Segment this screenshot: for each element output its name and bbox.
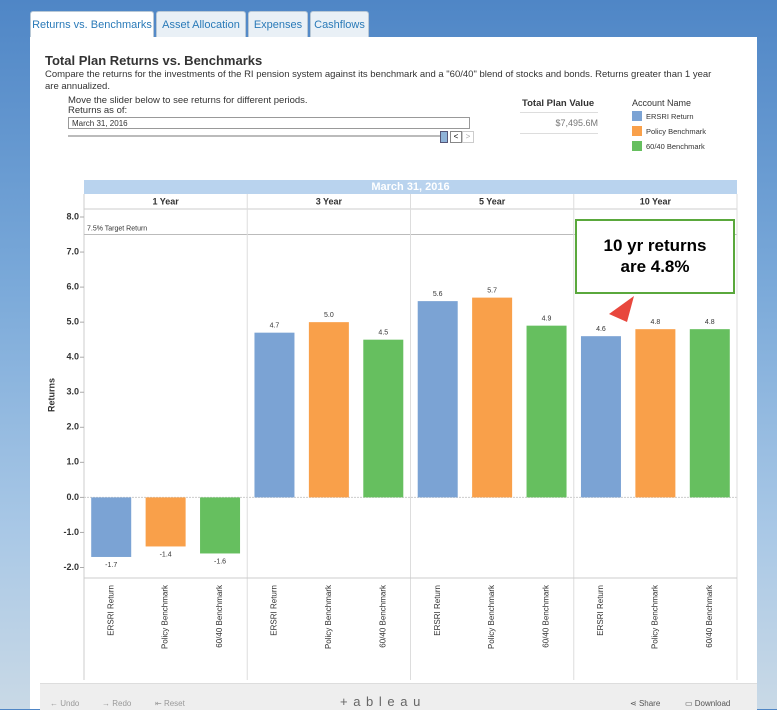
x-tick-label: Policy Benchmark [324, 584, 333, 649]
y-tick-label: 1.0 [66, 457, 79, 467]
reference-label: 7.5% Target Return [87, 225, 147, 232]
x-tick-label: ERSRI Return [596, 585, 605, 636]
x-tick-label: ERSRI Return [106, 585, 115, 636]
prev-button[interactable]: < [450, 131, 462, 143]
y-tick-label: 4.0 [66, 352, 79, 362]
y-tick-label: 2.0 [66, 422, 79, 432]
y-tick-label: 7.0 [66, 246, 79, 256]
value-label: 5.6 [433, 291, 443, 298]
value-label: 4.5 [378, 330, 388, 337]
value-label: -1.7 [105, 562, 117, 569]
y-tick-label: 6.0 [66, 281, 79, 291]
supertitle: March 31, 2016 [371, 181, 449, 193]
bar [635, 329, 676, 498]
title: Total Plan Returns vs. Benchmarks [45, 53, 263, 68]
value-label: 5.7 [487, 287, 497, 294]
brand: + a b l e a u [340, 694, 422, 709]
panel-header: 5 Year [479, 196, 506, 206]
legend-swatch [632, 126, 642, 136]
bar [417, 301, 458, 498]
undo-label: Undo [60, 699, 80, 708]
legend-item[interactable]: Policy Benchmark [632, 126, 706, 136]
value-label: 5.0 [324, 312, 334, 319]
y-tick-label: -1.0 [63, 527, 79, 537]
bar [580, 336, 621, 498]
toolbar [40, 683, 757, 710]
x-tick-label: ERSRI Return [433, 585, 442, 636]
bar [363, 339, 404, 498]
slider-hint: Move the slider below to see returns for… [68, 95, 308, 106]
x-tick-label: 60/40 Benchmark [215, 584, 224, 648]
redo-button[interactable]: → Redo [102, 699, 132, 708]
x-tick-label: ERSRI Return [270, 585, 279, 636]
y-tick-label: 0.0 [66, 492, 79, 502]
y-axis-label: Returns [46, 378, 56, 412]
x-tick-label: 60/40 Benchmark [378, 584, 387, 648]
y-tick-label: 3.0 [66, 387, 79, 397]
legend-item[interactable]: ERSRI Return [632, 111, 694, 121]
bar [472, 297, 513, 498]
annotation-arrow [609, 296, 634, 322]
annotation-line: 10 yr returns [603, 236, 707, 255]
annotation-line: are 4.8% [620, 257, 690, 276]
redo-label: Redo [112, 699, 132, 708]
x-tick-label: Policy Benchmark [650, 584, 659, 649]
supertitle-band [84, 180, 737, 194]
tab[interactable]: Expenses [248, 11, 308, 38]
bar [526, 325, 567, 498]
legend-swatch [632, 141, 642, 151]
value-label: -1.4 [160, 551, 172, 558]
legend-title: Account Name [632, 98, 692, 108]
tab[interactable]: Cashflows [310, 11, 369, 38]
x-tick-label: Policy Benchmark [161, 584, 170, 649]
panel-header: 3 Year [316, 196, 343, 206]
y-tick-label: -2.0 [63, 562, 79, 572]
panel-header: 10 Year [640, 196, 672, 206]
value-label: -1.6 [214, 558, 226, 565]
bar [254, 332, 295, 498]
value-label: 4.7 [270, 323, 280, 330]
value-label: 4.8 [651, 319, 661, 326]
x-tick-label: Policy Benchmark [487, 584, 496, 649]
panel-header: 1 Year [152, 196, 179, 206]
share-label: Share [638, 699, 661, 708]
annotation: 10 yr returns are 4.8% [575, 219, 735, 294]
slider-label: Returns as of: [68, 105, 128, 116]
value-label: 4.9 [542, 316, 552, 323]
reset-button[interactable]: ⇤ Reset [155, 699, 185, 708]
slider-track [68, 135, 444, 137]
description: Compare the returns for the investments … [45, 69, 712, 92]
bar [145, 497, 186, 547]
tab[interactable]: Returns vs. Benchmarks [30, 11, 154, 38]
y-tick-label: 8.0 [66, 211, 79, 221]
slider-thumb[interactable] [440, 131, 448, 143]
legend-label: 60/40 Benchmark [646, 141, 705, 151]
legend-label: Policy Benchmark [646, 126, 707, 136]
share-button[interactable]: ⋖ Share [630, 699, 661, 708]
next-button[interactable]: > [462, 131, 474, 143]
date-input[interactable]: March 31, 2016 [68, 117, 470, 129]
plan-value-label: Total Plan Value [522, 98, 595, 109]
download-button[interactable]: ▭ Download [685, 699, 731, 708]
value-label: 4.6 [596, 326, 606, 333]
download-label: Download [694, 699, 731, 708]
tab[interactable]: Asset Allocation [156, 11, 246, 38]
value-label: 4.8 [705, 319, 715, 326]
plan-value: $7,495.6M [520, 112, 598, 134]
x-tick-label: 60/40 Benchmark [542, 584, 551, 648]
legend-item[interactable]: 60/40 Benchmark [632, 141, 705, 151]
bar [200, 497, 241, 554]
legend-swatch [632, 111, 642, 121]
legend-label: ERSRI Return [646, 111, 694, 121]
y-tick-label: 5.0 [66, 317, 79, 327]
bar [308, 322, 349, 498]
bar [689, 329, 730, 498]
x-tick-label: 60/40 Benchmark [705, 584, 714, 648]
reset-label: Reset [163, 699, 185, 708]
bar [91, 497, 132, 557]
undo-button[interactable]: ← Undo [50, 699, 80, 708]
